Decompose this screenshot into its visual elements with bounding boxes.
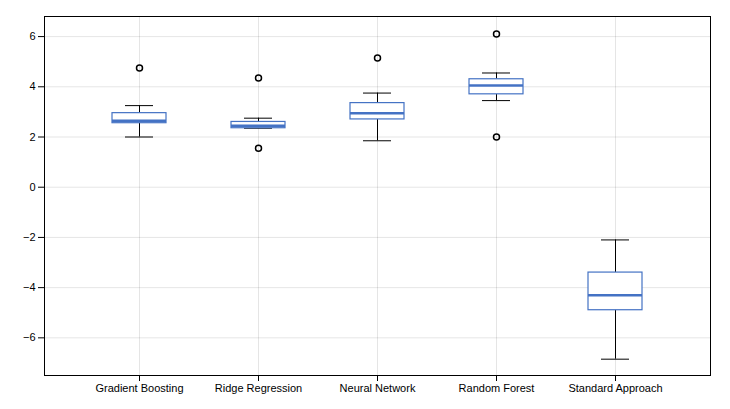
- svg-text:−4: −4: [23, 281, 36, 293]
- svg-text:Gradient Boosting: Gradient Boosting: [95, 382, 183, 394]
- svg-text:−6: −6: [23, 331, 36, 343]
- svg-text:Ridge Regression: Ridge Regression: [215, 382, 302, 394]
- svg-text:Standard Approach: Standard Approach: [568, 382, 662, 394]
- svg-text:Random Forest: Random Forest: [459, 382, 535, 394]
- svg-text:4: 4: [29, 80, 35, 92]
- svg-text:−2: −2: [23, 231, 36, 243]
- svg-text:2: 2: [29, 131, 35, 143]
- svg-text:6: 6: [29, 30, 35, 42]
- svg-text:Neural Network: Neural Network: [340, 382, 416, 394]
- svg-text:0: 0: [29, 181, 35, 193]
